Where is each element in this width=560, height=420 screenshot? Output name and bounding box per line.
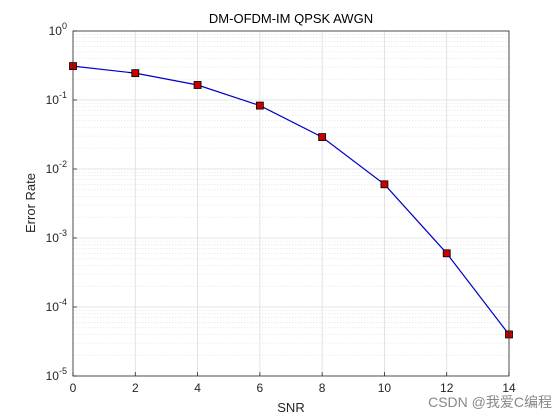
x-axis-label: SNR bbox=[277, 400, 304, 415]
marker bbox=[255, 101, 264, 110]
y-tick-label: 10-1 bbox=[46, 90, 67, 107]
y-tick-label: 100 bbox=[49, 21, 67, 38]
x-tick-label: 4 bbox=[194, 381, 201, 395]
marker bbox=[193, 81, 202, 89]
y-tick-label: 10-3 bbox=[46, 228, 67, 245]
y-tick-label: 10-5 bbox=[46, 366, 67, 383]
x-tick-label: 0 bbox=[70, 381, 77, 395]
y-axis-label: Error Rate bbox=[23, 173, 38, 233]
y-tick-label: 10-2 bbox=[46, 159, 67, 176]
chart-title: DM-OFDM-IM QPSK AWGN bbox=[209, 11, 373, 26]
axes-box bbox=[72, 30, 510, 377]
x-tick-label: 12 bbox=[440, 381, 454, 395]
plot-area bbox=[73, 31, 509, 376]
x-tick-label: 10 bbox=[378, 381, 392, 395]
x-tick-label: 2 bbox=[132, 381, 139, 395]
y-tick-label: 10-4 bbox=[46, 297, 67, 314]
marker bbox=[131, 69, 140, 78]
marker bbox=[442, 249, 451, 258]
x-tick-label: 8 bbox=[319, 381, 326, 395]
marker bbox=[318, 133, 327, 141]
marker bbox=[380, 180, 389, 189]
watermark: CSDN @我爱C编程 bbox=[428, 394, 552, 410]
series-line bbox=[72, 65, 510, 335]
x-tick-label: 6 bbox=[257, 381, 264, 395]
x-tick-label: 14 bbox=[502, 381, 516, 395]
